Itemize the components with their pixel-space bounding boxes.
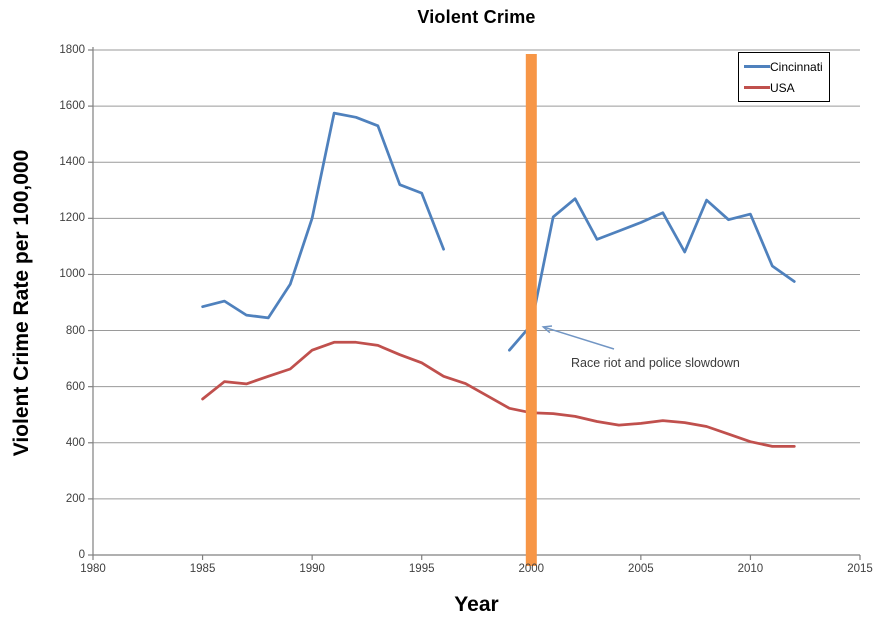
y-tick-label-1600: 1600 [59,100,85,113]
x-axis-title: Year [454,593,499,616]
highlight-bar-2000 [525,54,537,566]
x-tick-label-2005: 2005 [628,563,654,575]
y-tick-label-1000: 1000 [59,268,85,281]
x-tick-label-2010: 2010 [737,563,764,575]
y-tick-label-1200: 1200 [59,212,85,225]
legend-item-cincinnati: Cincinnati [744,60,829,74]
series-line-cincinnati-0 [201,111,445,320]
legend-label-usa: USA [770,80,795,95]
y-tick-label-600: 600 [65,380,85,393]
chart-title: Violent Crime [417,7,536,27]
y-tick-label-200: 200 [65,492,85,505]
annotation-arrow-shaft [543,326,615,350]
x-tick-label-1995: 1995 [408,563,435,575]
legend-label-cincinnati: Cincinnati [770,59,823,74]
y-tick-label-0: 0 [78,549,85,561]
y-axis-tick-labels: 0 200 400 600 800 1000 1200 1400 1600 1800 [0,0,85,637]
series-line-cincinnati-1 [508,197,796,352]
y-tick-label-400: 400 [65,436,85,449]
cincinnati-line-swatch [744,65,770,68]
series-line-usa-0 [201,340,796,448]
x-tick-label-1985: 1985 [189,563,216,575]
legend-item-usa: USA [744,81,829,95]
x-tick-label-1980: 1980 [80,563,106,575]
annotation-arrowhead [541,325,553,334]
y-tick-label-1800: 1800 [59,44,85,56]
x-tick-label-2000: 2000 [518,563,545,575]
usa-line-swatch [744,86,770,89]
x-tick-label-2015: 2015 [847,563,873,575]
y-tick-label-800: 800 [65,324,85,337]
legend: Cincinnati USA [738,52,830,102]
annotation-text: Race riot and police slowdown [571,356,740,370]
x-tick-label-1990: 1990 [299,563,325,575]
y-tick-label-1400: 1400 [59,156,85,169]
